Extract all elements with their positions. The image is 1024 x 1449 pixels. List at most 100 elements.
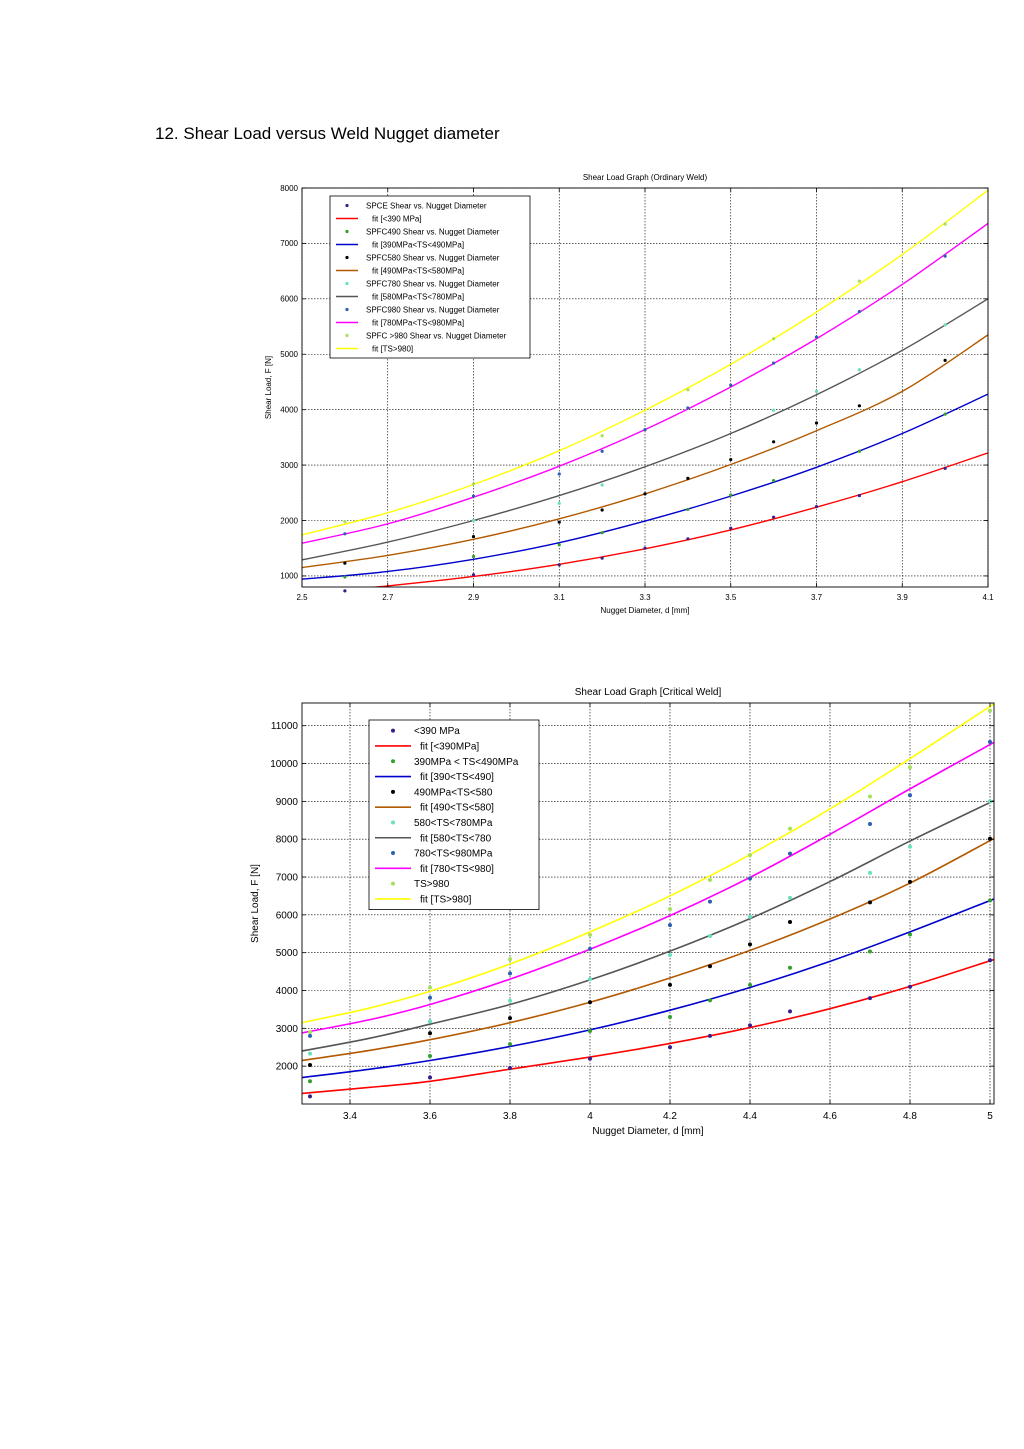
data-point-4 <box>788 851 792 856</box>
y-axis-label: Shear Load, F [N] <box>264 356 273 419</box>
data-point-3 <box>943 323 947 327</box>
data-point-1 <box>308 1079 312 1084</box>
legend-marker <box>391 820 395 825</box>
x-axis-label: Nugget Diameter, d [mm] <box>601 606 690 615</box>
data-point-3 <box>748 914 752 919</box>
legend-marker <box>345 333 349 338</box>
data-point-0 <box>308 1094 312 1099</box>
data-point-3 <box>668 952 672 957</box>
data-point-1 <box>748 982 752 987</box>
data-point-0 <box>668 1045 672 1050</box>
legend-entry: fit [580<TS<780 <box>420 833 492 844</box>
y-tick-label: 2000 <box>280 516 298 525</box>
y-axis-label: Shear Load, F [N] <box>250 864 261 943</box>
data-point-0 <box>814 505 819 509</box>
data-point-3 <box>868 870 872 875</box>
data-point-1 <box>943 412 947 416</box>
y-tick-label: 7000 <box>276 873 299 884</box>
data-point-4 <box>643 428 647 432</box>
x-tick-label: 4.4 <box>743 1111 757 1122</box>
legend-entry: fit [580MPa<TS<780MPa] <box>372 292 464 301</box>
legend-entry: 490MPa<TS<580 <box>414 787 493 798</box>
data-point-5 <box>508 957 512 962</box>
data-point-4 <box>857 309 861 314</box>
data-point-2 <box>588 1000 592 1005</box>
data-point-3 <box>788 895 792 900</box>
chart-title: Shear Load Graph [Critical Weld] <box>575 687 722 698</box>
x-tick-label: 4.2 <box>663 1111 677 1122</box>
y-tick-label: 9000 <box>276 797 299 808</box>
data-point-0 <box>868 996 872 1001</box>
y-tick-label: 4000 <box>276 986 299 997</box>
data-point-1 <box>471 554 476 559</box>
data-point-2 <box>308 1063 312 1068</box>
legend-entry: fit [780<TS<980] <box>420 864 494 875</box>
data-point-0 <box>729 526 733 530</box>
fit-line-5 <box>302 703 994 1024</box>
data-point-3 <box>814 389 819 393</box>
data-point-0 <box>686 537 690 541</box>
legend-marker <box>391 728 395 733</box>
fit-line-3 <box>302 799 994 1052</box>
data-point-5 <box>708 878 712 883</box>
data-point-4 <box>557 472 561 476</box>
data-point-2 <box>557 520 561 524</box>
data-point-5 <box>308 1030 312 1035</box>
data-point-5 <box>343 520 347 524</box>
data-point-2 <box>643 492 647 496</box>
data-point-5 <box>686 388 690 392</box>
legend-box <box>368 719 540 911</box>
fit-line-1 <box>302 393 988 580</box>
x-tick-label: 2.7 <box>382 593 394 602</box>
data-point-5 <box>748 853 752 858</box>
x-tick-label: 4.1 <box>982 593 994 602</box>
data-point-4 <box>308 1033 312 1038</box>
y-tick-label: 5000 <box>280 350 298 359</box>
data-point-0 <box>588 1056 592 1061</box>
fit-line-3 <box>302 298 988 561</box>
legend-entry: fit [TS>980] <box>372 344 413 353</box>
data-point-0 <box>788 1009 792 1014</box>
data-point-2 <box>748 942 752 947</box>
data-point-1 <box>908 932 912 937</box>
data-point-0 <box>508 1066 512 1071</box>
x-tick-label: 3.7 <box>811 593 823 602</box>
data-point-4 <box>471 494 476 498</box>
data-point-0 <box>471 573 476 577</box>
data-point-1 <box>668 1014 672 1019</box>
data-point-1 <box>772 479 776 483</box>
plot-frame <box>301 702 995 1105</box>
fit-line-1 <box>302 898 994 1079</box>
legend-entry: 390MPa < TS<490MPa <box>414 757 519 768</box>
data-point-2 <box>908 879 912 884</box>
data-point-5 <box>600 434 604 438</box>
legend-entry: 580<TS<780MPa <box>414 818 493 829</box>
data-point-2 <box>343 561 347 565</box>
data-point-1 <box>988 898 992 903</box>
data-point-2 <box>788 920 792 925</box>
data-point-3 <box>471 518 476 523</box>
data-point-4 <box>729 383 733 387</box>
data-point-3 <box>508 998 512 1003</box>
data-point-0 <box>748 1023 752 1028</box>
data-point-0 <box>988 958 992 963</box>
data-point-3 <box>600 483 604 487</box>
data-point-2 <box>814 421 819 425</box>
data-point-0 <box>343 589 347 593</box>
data-point-4 <box>943 254 947 258</box>
data-point-3 <box>772 408 776 412</box>
legend-marker <box>391 851 395 856</box>
y-tick-label: 8000 <box>280 184 298 193</box>
data-point-4 <box>868 822 872 827</box>
data-point-3 <box>588 977 592 982</box>
legend-entry: fit [TS>980] <box>420 894 472 905</box>
legend-box <box>329 195 531 359</box>
data-point-1 <box>557 543 561 547</box>
legend-entry: SPFC >980 Shear vs. Nugget Diameter <box>366 331 507 340</box>
data-point-2 <box>943 358 947 362</box>
x-tick-label: 2.9 <box>468 593 480 602</box>
legend-entry: SPCE Shear vs. Nugget Diameter <box>366 201 487 210</box>
data-point-3 <box>557 501 561 505</box>
y-tick-label: 10000 <box>270 759 298 770</box>
